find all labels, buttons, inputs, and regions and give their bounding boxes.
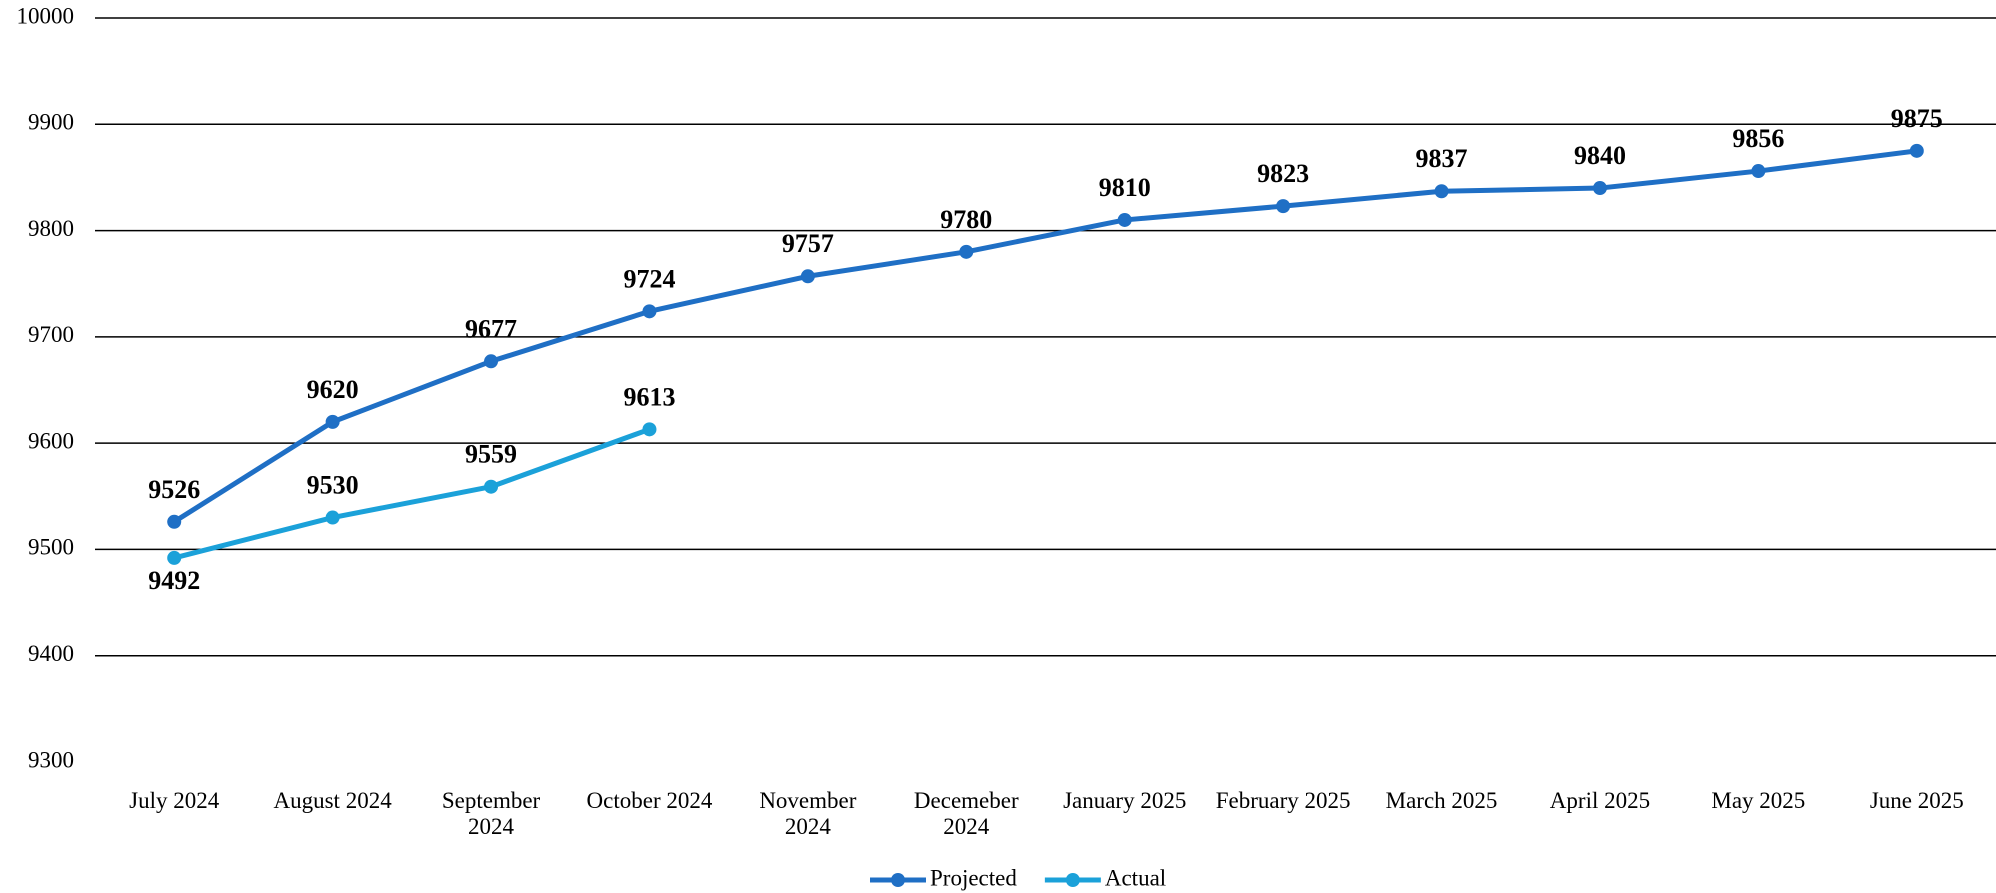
y-tick-label: 9400 — [28, 641, 74, 666]
y-tick-label: 9300 — [28, 747, 74, 772]
data-label: 9526 — [148, 475, 200, 504]
marker — [959, 244, 974, 259]
x-tick-label: November 2024 — [759, 788, 857, 839]
marker — [1592, 181, 1607, 196]
marker — [484, 354, 499, 369]
y-tick-label: 9900 — [28, 110, 74, 135]
x-tick-label: July 2024 — [129, 788, 220, 813]
x-tick-label: February 2025 — [1215, 788, 1351, 813]
marker — [167, 550, 182, 565]
x-tick-label: August 2024 — [273, 788, 392, 813]
data-label: 9856 — [1732, 124, 1784, 153]
legend-marker — [891, 873, 905, 887]
x-tick-label: October 2024 — [586, 788, 713, 813]
data-label: 9677 — [465, 314, 517, 343]
marker — [1909, 143, 1924, 158]
x-tick-label: April 2025 — [1549, 788, 1651, 813]
line — [173, 426, 651, 561]
y-tick-label: 10000 — [17, 3, 75, 28]
x-tick-label: September 2024 — [441, 788, 541, 839]
data-label: 9875 — [1891, 104, 1943, 133]
data-label: 9724 — [623, 264, 675, 293]
marker — [642, 304, 657, 319]
y-tick-label: 9700 — [28, 322, 74, 347]
y-tick-label: 9500 — [28, 535, 74, 560]
data-label: 9840 — [1574, 141, 1626, 170]
x-tick-label: March 2025 — [1385, 788, 1498, 813]
marker — [1276, 199, 1291, 214]
data-label: 9837 — [1416, 144, 1468, 173]
legend-label: Projected — [930, 865, 1017, 890]
marker — [642, 422, 657, 437]
data-label: 9780 — [940, 205, 992, 234]
marker — [1751, 164, 1766, 179]
data-label: 9810 — [1099, 173, 1151, 202]
data-label: 9530 — [307, 471, 359, 500]
marker — [167, 514, 182, 529]
data-label: 9613 — [623, 382, 675, 411]
x-tick-label: May 2025 — [1711, 788, 1806, 813]
x-tick-label: Decemeber 2024 — [913, 788, 1019, 839]
y-tick-label: 9800 — [28, 216, 74, 241]
data-label: 9620 — [307, 375, 359, 404]
marker — [325, 510, 340, 525]
legend-label: Actual — [1105, 865, 1166, 890]
data-label: 9757 — [782, 229, 834, 258]
data-label: 9492 — [148, 566, 200, 595]
marker — [1117, 212, 1132, 227]
data-label: 9823 — [1257, 159, 1309, 188]
marker — [484, 479, 499, 494]
y-tick-label: 9600 — [28, 428, 74, 453]
line — [172, 148, 1918, 524]
legend-marker — [1065, 873, 1080, 887]
marker — [800, 269, 815, 284]
x-tick-label: January 2025 — [1063, 788, 1187, 813]
marker — [1434, 184, 1449, 199]
x-tick-label: June 2025 — [1869, 788, 1964, 813]
marker — [325, 414, 340, 429]
data-label: 9559 — [465, 440, 517, 469]
